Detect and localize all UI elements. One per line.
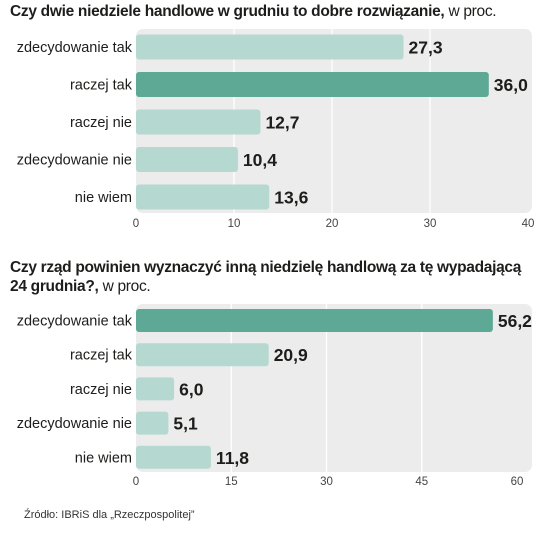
- chart1-x-tick-label: 40: [522, 218, 535, 230]
- chart2-title-unit: w proc.: [102, 278, 151, 295]
- chart1-category-label: nie wiem: [75, 190, 132, 206]
- chart2-category-label: raczej nie: [70, 382, 132, 398]
- chart1-category-label: zdecydowanie nie: [17, 153, 132, 169]
- chart2-x-tick-label: 60: [511, 476, 524, 488]
- chart2-category-label: nie wiem: [75, 450, 132, 466]
- chart1-title-text: Czy dwie niedziele handlowe w grudniu to…: [10, 3, 445, 20]
- chart1-x-tick-label: 20: [326, 218, 339, 230]
- chart2-title: Czy rząd powinien wyznaczyć inną niedzie…: [10, 258, 521, 296]
- chart2-title-line2: 24 grudnia?,: [10, 278, 99, 295]
- chart2-data-label: 5,1: [173, 414, 198, 434]
- chart2-bar: [136, 377, 175, 401]
- chart1-x-tick-label: 10: [228, 218, 241, 230]
- chart2-bar: [136, 343, 269, 367]
- chart1-bar-chart: 0 10 20 30 40 zdecydowanie tak 27,3 raczej tak 3…: [17, 29, 535, 230]
- chart1-title: Czy dwie niedziele handlowe w grudniu to…: [10, 2, 497, 21]
- chart2-x-tick-label: 30: [320, 476, 333, 488]
- chart2-category-label: raczej tak: [70, 348, 133, 364]
- chart1-x-tick-label: 30: [424, 218, 437, 230]
- chart2-bar: [136, 411, 169, 435]
- chart1-data-label: 36,0: [494, 75, 528, 95]
- chart1-data-label: 10,4: [243, 150, 277, 170]
- chart2-x-tick-label: 15: [225, 476, 238, 488]
- chart1-data-label: 12,7: [265, 113, 299, 133]
- chart1-bar: [136, 72, 489, 97]
- chart2-bar-chart: 0 15 30 45 60 zdecydowanie tak 56,2 raczej tak 2…: [17, 304, 532, 488]
- chart2-x-tick-label: 45: [415, 476, 428, 488]
- chart2-data-label: 20,9: [274, 345, 308, 365]
- chart2-bar: [136, 309, 493, 332]
- chart1-category-label: zdecydowanie tak: [17, 40, 133, 56]
- chart1-bar: [136, 109, 261, 135]
- chart1-bar: [136, 147, 238, 172]
- chart1-category-label: raczej tak: [70, 78, 133, 94]
- chart1-category-label: raczej nie: [70, 115, 132, 131]
- chart1-data-label: 13,6: [274, 188, 308, 208]
- chart2-x-tick-label: 0: [133, 476, 139, 488]
- chart2-title-line1: Czy rząd powinien wyznaczyć inną niedzie…: [10, 259, 522, 276]
- chart2-category-label: zdecydowanie tak: [17, 314, 133, 330]
- chart2-data-label: 56,2: [498, 311, 532, 331]
- chart2-bar: [136, 445, 211, 469]
- chart1-bar: [136, 184, 270, 210]
- chart2-category-label: zdecydowanie nie: [17, 416, 132, 432]
- chart2-data-label: 11,8: [216, 448, 249, 468]
- chart1-x-tick-label: 0: [133, 218, 139, 230]
- chart1-data-label: 27,3: [409, 38, 443, 58]
- chart1-bar: [136, 34, 404, 60]
- chart2-data-label: 6,0: [179, 379, 204, 399]
- source-note: Źródło: IBRiS dla „Rzeczpospolitej”: [24, 509, 195, 521]
- chart1-title-unit: w proc.: [448, 3, 497, 20]
